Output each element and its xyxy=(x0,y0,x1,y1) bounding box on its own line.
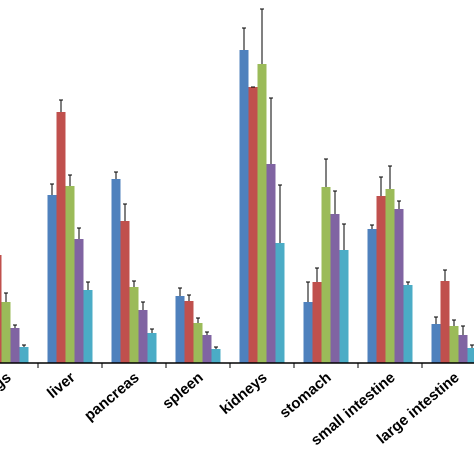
bar xyxy=(376,196,386,363)
x-tick-label: liver xyxy=(44,369,79,402)
bar xyxy=(394,209,404,363)
bar xyxy=(266,164,276,363)
bar xyxy=(74,239,84,363)
bar xyxy=(431,324,441,363)
bar xyxy=(211,349,221,363)
bar xyxy=(111,179,121,363)
x-tick-label: stomach xyxy=(276,369,334,422)
bar xyxy=(10,328,20,363)
bar xyxy=(184,301,194,363)
bar xyxy=(367,229,377,363)
x-tick-label: spleen xyxy=(159,369,206,413)
bar xyxy=(19,347,29,363)
bar xyxy=(321,187,331,363)
bar xyxy=(1,302,11,363)
bar xyxy=(403,285,413,363)
bar xyxy=(129,287,139,363)
bar xyxy=(449,326,459,363)
bar xyxy=(202,335,212,363)
bar xyxy=(83,290,93,363)
bar xyxy=(257,64,267,363)
bar xyxy=(175,296,185,363)
bar xyxy=(339,250,349,363)
bar xyxy=(330,214,340,363)
bar xyxy=(440,281,450,363)
bar xyxy=(120,221,130,363)
bar xyxy=(275,243,285,363)
bar xyxy=(65,186,75,363)
bar xyxy=(303,302,313,363)
bar xyxy=(312,282,322,363)
bar xyxy=(138,310,148,363)
x-tick-label: pancreas xyxy=(81,369,142,424)
bar xyxy=(458,335,468,363)
bar xyxy=(193,323,203,363)
bar xyxy=(239,50,249,363)
x-tick-label: kidneys xyxy=(217,369,271,418)
bar xyxy=(47,195,57,363)
bar xyxy=(147,333,157,363)
x-tick-label: lungs xyxy=(0,369,15,408)
bar xyxy=(0,255,2,363)
bar xyxy=(248,87,258,363)
bar xyxy=(385,189,395,363)
bar xyxy=(56,112,66,363)
bar xyxy=(467,348,474,363)
